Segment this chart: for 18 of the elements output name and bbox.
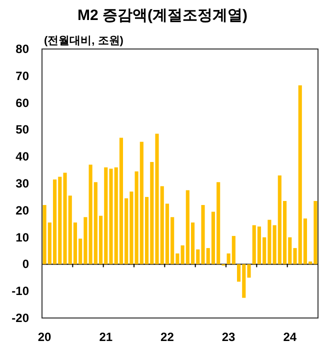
chart-subtitle: (전월대비, 조원) xyxy=(44,35,124,47)
y-tick-label: 0 xyxy=(22,257,30,272)
y-tick-label: 40 xyxy=(16,150,30,164)
y-tick-label: 80 xyxy=(16,42,30,56)
y-tick-label: 30 xyxy=(16,176,30,190)
y-tick-label: -20 xyxy=(12,311,30,325)
y-tick-label: 20 xyxy=(16,203,30,218)
x-tick-label: 20 xyxy=(38,330,52,344)
y-tick-label: -10 xyxy=(12,284,30,298)
x-tick-label: 21 xyxy=(99,330,113,344)
x-tick-label: 22 xyxy=(160,330,174,344)
x-tick-label: 23 xyxy=(222,330,236,344)
y-tick-label: 10 xyxy=(16,230,30,244)
chart-title: M2 증감액(계절조정계열) xyxy=(78,7,248,24)
y-tick-label: 60 xyxy=(16,96,30,110)
y-tick-label: 70 xyxy=(16,68,30,83)
y-tick-label: 50 xyxy=(16,122,30,137)
x-tick-label: 24 xyxy=(283,330,297,344)
